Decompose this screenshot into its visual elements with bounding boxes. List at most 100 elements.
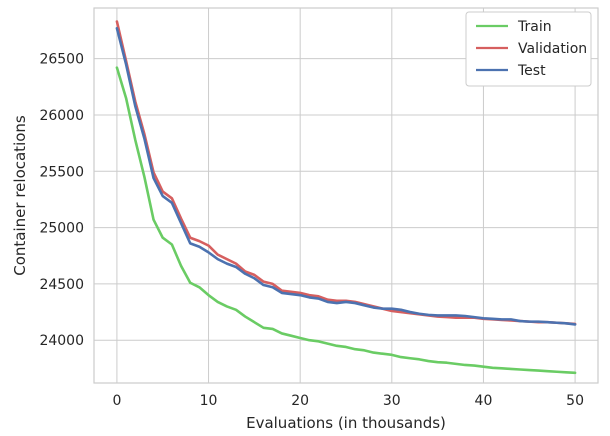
data-point-train: [125, 97, 127, 99]
y-axis-title: Container relocations: [11, 115, 29, 276]
y-tick-label: 26000: [39, 108, 84, 124]
data-point-train: [235, 309, 237, 311]
data-point-validation: [217, 253, 219, 255]
data-point-train: [446, 362, 448, 364]
data-point-train: [162, 237, 164, 239]
data-point-test: [336, 302, 338, 304]
data-point-test: [189, 242, 191, 244]
data-point-test: [171, 202, 173, 204]
tick-labels: 0 10 20 30 40 50 24000 24500 25000 25500 26000 2650…: [39, 52, 584, 409]
data-point-test: [308, 296, 310, 298]
data-point-test: [198, 246, 200, 248]
data-point-train: [345, 346, 347, 348]
data-point-train: [363, 349, 365, 351]
data-point-test: [363, 304, 365, 306]
data-point-test: [391, 307, 393, 309]
data-point-train: [326, 342, 328, 344]
series-line-train: [115, 66, 577, 375]
data-point-train: [372, 351, 374, 353]
data-point-train: [546, 370, 548, 372]
data-point-test: [409, 311, 411, 313]
data-point-train: [491, 367, 493, 369]
data-point-train: [226, 305, 228, 307]
data-point-test: [464, 315, 466, 317]
data-point-train: [501, 367, 503, 369]
data-point-test: [510, 318, 512, 320]
data-point-test: [271, 286, 273, 288]
data-point-validation: [271, 283, 273, 285]
data-point-validation: [290, 291, 292, 293]
data-point-test: [299, 294, 301, 296]
data-point-test: [482, 317, 484, 319]
data-point-test: [244, 273, 246, 275]
data-point-test: [317, 297, 319, 299]
data-point-test: [125, 63, 127, 65]
data-point-train: [556, 371, 558, 373]
legend-label-test: Test: [517, 63, 546, 79]
data-point-test: [491, 318, 493, 320]
legend-box: [465, 11, 592, 87]
data-point-test: [143, 137, 145, 139]
data-point-train: [244, 315, 246, 317]
x-tick-label: 10: [200, 393, 218, 409]
data-point-test: [217, 258, 219, 260]
data-point-test: [226, 262, 228, 264]
data-point-train: [391, 354, 393, 356]
x-tick-label: 0: [112, 393, 121, 409]
series-layer: [115, 20, 577, 375]
data-point-train: [455, 363, 457, 365]
data-point-train: [281, 332, 283, 334]
data-point-test: [116, 27, 118, 29]
data-point-train: [198, 286, 200, 288]
data-point-train: [152, 219, 154, 221]
data-point-train: [537, 369, 539, 371]
x-axis-title: Evaluations (in thousands): [246, 414, 446, 432]
x-tick-label: 30: [383, 393, 401, 409]
data-point-validation: [455, 316, 457, 318]
data-point-train: [171, 243, 173, 245]
data-point-test: [345, 301, 347, 303]
data-point-test: [537, 320, 539, 322]
data-point-validation: [198, 240, 200, 242]
data-point-train: [253, 321, 255, 323]
data-point-train: [473, 364, 475, 366]
legend-label-train: Train: [517, 19, 552, 35]
data-point-test: [565, 322, 567, 324]
data-point-train: [271, 328, 273, 330]
data-point-validation: [262, 280, 264, 282]
data-point-test: [528, 320, 530, 322]
data-point-test: [381, 307, 383, 309]
data-point-test: [326, 301, 328, 303]
data-point-train: [143, 176, 145, 178]
data-point-train: [217, 301, 219, 303]
x-tick-label: 20: [291, 393, 309, 409]
data-point-train: [381, 353, 383, 355]
data-point-test: [473, 316, 475, 318]
data-point-train: [400, 356, 402, 358]
legend-label-validation: Validation: [518, 41, 587, 57]
data-point-test: [253, 277, 255, 279]
data-point-train: [565, 371, 567, 373]
y-tick-label: 25000: [39, 221, 84, 237]
data-point-train: [427, 360, 429, 362]
data-point-test: [162, 195, 164, 197]
data-point-train: [134, 139, 136, 141]
x-tick-label: 40: [475, 393, 493, 409]
data-point-train: [317, 340, 319, 342]
data-point-train: [528, 369, 530, 371]
data-point-test: [455, 314, 457, 316]
data-point-train: [299, 337, 301, 339]
data-point-test: [180, 222, 182, 224]
data-point-train: [116, 66, 118, 68]
data-point-test: [262, 284, 264, 286]
data-point-train: [354, 348, 356, 350]
data-point-validation: [171, 197, 173, 199]
data-point-test: [207, 251, 209, 253]
data-point-test: [427, 314, 429, 316]
data-point-validation: [116, 20, 118, 22]
y-tick-label: 25500: [39, 164, 84, 180]
data-point-train: [207, 294, 209, 296]
plot-frame: [93, 7, 599, 384]
